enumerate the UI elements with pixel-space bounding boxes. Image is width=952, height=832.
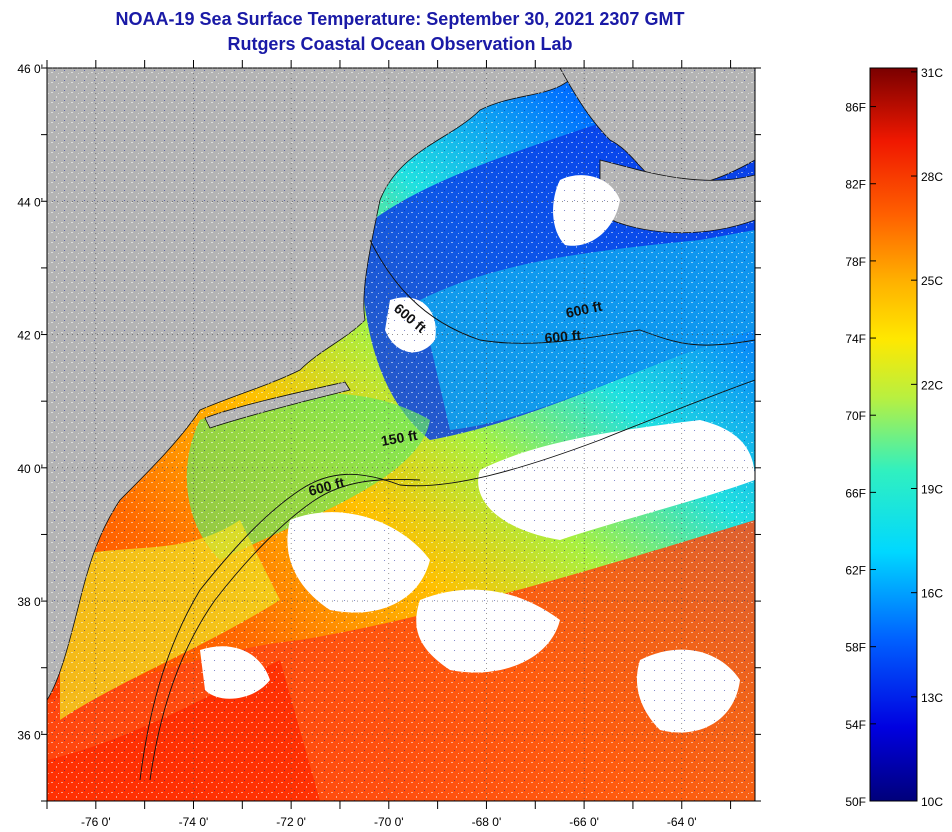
celsius-label: 22C: [921, 378, 943, 392]
contour-label: 600 ft: [564, 298, 603, 321]
lat-tick-label: 40 0': [17, 462, 43, 476]
lon-tick-label: -72 0': [276, 815, 306, 829]
map-subtitle: Rutgers Coastal Ocean Observation Lab: [227, 34, 573, 54]
celsius-label: 10C: [921, 795, 943, 809]
fahrenheit-label: 58F: [845, 641, 866, 655]
latitude-axis: 46 0' 44 0' 42 0' 40 0' 38 0' 36 0': [17, 62, 761, 802]
lon-tick-label: -70 0': [374, 815, 404, 829]
fahrenheit-label: 82F: [845, 178, 866, 192]
celsius-label: 28C: [921, 170, 943, 184]
graticule: [47, 67, 755, 801]
fahrenheit-label: 70F: [845, 409, 866, 423]
lat-tick-label: 46 0': [17, 62, 43, 76]
contour-label: 600 ft: [544, 327, 582, 346]
map-title: NOAA-19 Sea Surface Temperature: Septemb…: [115, 9, 685, 29]
celsius-label: 25C: [921, 274, 943, 288]
lon-tick-label: -64 0': [667, 815, 697, 829]
fahrenheit-scale: 86F 82F 78F 74F 70F 66F 62F 58F 54F 50F: [845, 101, 876, 809]
lon-tick-label: -68 0': [472, 815, 502, 829]
lat-tick-label: 38 0': [17, 595, 43, 609]
fahrenheit-label: 78F: [845, 255, 866, 269]
colorbar-gradient: [869, 67, 918, 802]
map-panel: 600 ft 600 ft 600 ft 150 ft 600 ft: [46, 67, 756, 802]
lon-tick-label: -66 0': [569, 815, 599, 829]
fahrenheit-label: 66F: [845, 486, 866, 500]
lat-tick-label: 44 0': [17, 195, 43, 209]
temperature-colorbar: 86F 82F 78F 74F 70F 66F 62F 58F 54F 50F 31C 28C 25C…: [845, 66, 943, 809]
fahrenheit-label: 74F: [845, 332, 866, 346]
celsius-label: 19C: [921, 483, 943, 497]
celsius-label: 16C: [921, 587, 943, 601]
lat-tick-label: 42 0': [17, 329, 43, 343]
fahrenheit-label: 62F: [845, 564, 866, 578]
fahrenheit-label: 86F: [845, 101, 866, 115]
lon-tick-label: -74 0': [179, 815, 209, 829]
contour-label: 150 ft: [380, 427, 419, 449]
longitude-axis: -76 0' -74 0' -72 0' -70 0' -68 0' -66 0' -64 …: [46, 60, 732, 829]
lat-tick-label: 36 0': [17, 728, 43, 742]
lon-tick-label: -76 0': [81, 815, 111, 829]
fahrenheit-label: 50F: [845, 795, 866, 809]
celsius-label: 31C: [921, 66, 943, 80]
bathymetry-contours: [139, 239, 755, 781]
celsius-scale: 31C 28C 25C 22C 19C 16C 13C 10C: [911, 66, 943, 809]
celsius-label: 13C: [921, 691, 943, 705]
fahrenheit-label: 54F: [845, 718, 866, 732]
